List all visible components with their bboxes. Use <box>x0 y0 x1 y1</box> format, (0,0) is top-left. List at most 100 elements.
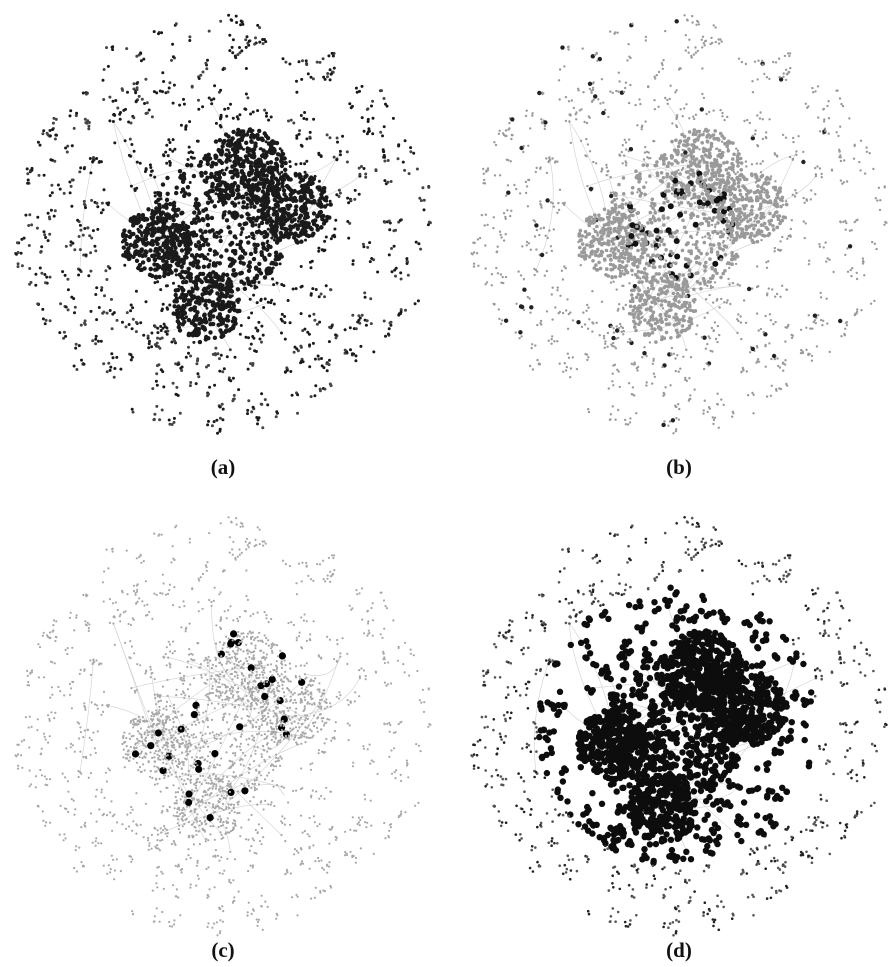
network-node <box>616 216 621 221</box>
network-node <box>249 139 254 144</box>
network-node <box>179 366 183 370</box>
network-node <box>719 230 723 234</box>
network-node <box>83 323 87 326</box>
network-node <box>675 117 678 121</box>
network-node <box>819 296 823 299</box>
network-node <box>126 90 129 94</box>
network-node <box>143 102 146 105</box>
network-node <box>261 185 266 190</box>
network-node <box>759 111 762 114</box>
network-node <box>100 286 104 290</box>
network-node <box>654 254 658 258</box>
network-node <box>59 302 63 306</box>
network-node <box>346 220 350 223</box>
network-node <box>259 252 265 258</box>
network-node <box>131 231 136 237</box>
network-node <box>278 262 282 266</box>
network-node <box>574 113 577 116</box>
network-node <box>176 228 182 234</box>
network-node <box>379 130 383 134</box>
network-node <box>664 29 667 33</box>
network-node <box>240 194 245 200</box>
network-node <box>194 382 198 386</box>
network-node <box>691 146 696 151</box>
network-node <box>506 184 510 187</box>
network-node <box>317 246 321 250</box>
network-node <box>244 38 248 42</box>
network-node <box>196 327 201 332</box>
network-node <box>651 206 655 210</box>
network-node <box>192 340 196 344</box>
network-node <box>558 362 561 365</box>
network-node <box>89 269 93 273</box>
network-node <box>203 170 208 175</box>
network-node <box>101 78 105 82</box>
network-node <box>330 51 334 55</box>
network-node <box>844 253 847 257</box>
network-node <box>556 160 559 163</box>
network-node <box>171 101 175 105</box>
network-node <box>550 338 553 341</box>
network-node <box>709 247 714 251</box>
network-node <box>644 35 648 39</box>
network-node <box>562 370 565 373</box>
network-node <box>618 303 621 306</box>
network-node <box>139 51 143 55</box>
network-node <box>228 139 233 145</box>
network-node <box>403 168 407 172</box>
network-node <box>207 29 211 33</box>
network-node <box>236 117 240 121</box>
network-node <box>111 120 115 123</box>
network-node <box>299 361 303 365</box>
network-node <box>597 239 601 244</box>
network-node <box>839 125 842 128</box>
network-node <box>819 318 823 322</box>
network-node <box>251 256 257 262</box>
network-node <box>170 214 176 219</box>
network-node <box>609 281 613 284</box>
network-node <box>234 160 240 166</box>
network-node <box>156 247 161 252</box>
network-node <box>196 240 201 245</box>
network-node <box>783 54 787 58</box>
network-node <box>79 323 83 327</box>
network-node <box>311 211 317 216</box>
network-node <box>518 337 521 340</box>
network-node <box>240 49 244 53</box>
network-node <box>623 138 626 141</box>
network-node <box>629 254 633 259</box>
network-node <box>721 111 724 115</box>
network-node <box>90 236 94 240</box>
network-node <box>388 321 392 325</box>
network-node <box>723 118 726 122</box>
network-node <box>628 241 632 245</box>
network-node <box>27 224 31 227</box>
network-node <box>407 172 411 176</box>
network-node <box>687 51 690 54</box>
network-node <box>419 199 423 203</box>
network-node <box>205 365 208 369</box>
network-node <box>267 252 272 257</box>
network-node <box>280 331 283 335</box>
network-node <box>224 248 229 253</box>
network-node <box>299 114 303 117</box>
network-node <box>235 243 239 247</box>
network-node <box>697 205 702 209</box>
network-node <box>569 367 573 370</box>
network-node <box>662 201 666 205</box>
network-node <box>206 58 209 62</box>
network-node <box>618 322 622 326</box>
network-node <box>184 355 188 359</box>
network-node <box>774 320 777 324</box>
network-node <box>150 331 154 335</box>
network-node <box>649 204 652 208</box>
network-node <box>292 233 298 238</box>
network-node <box>670 418 676 423</box>
network-node <box>713 416 717 419</box>
network-node <box>793 195 797 198</box>
network-node <box>264 234 269 239</box>
network-node <box>209 199 214 204</box>
network-node <box>561 278 565 281</box>
network-node <box>761 63 764 66</box>
network-node <box>675 89 678 92</box>
